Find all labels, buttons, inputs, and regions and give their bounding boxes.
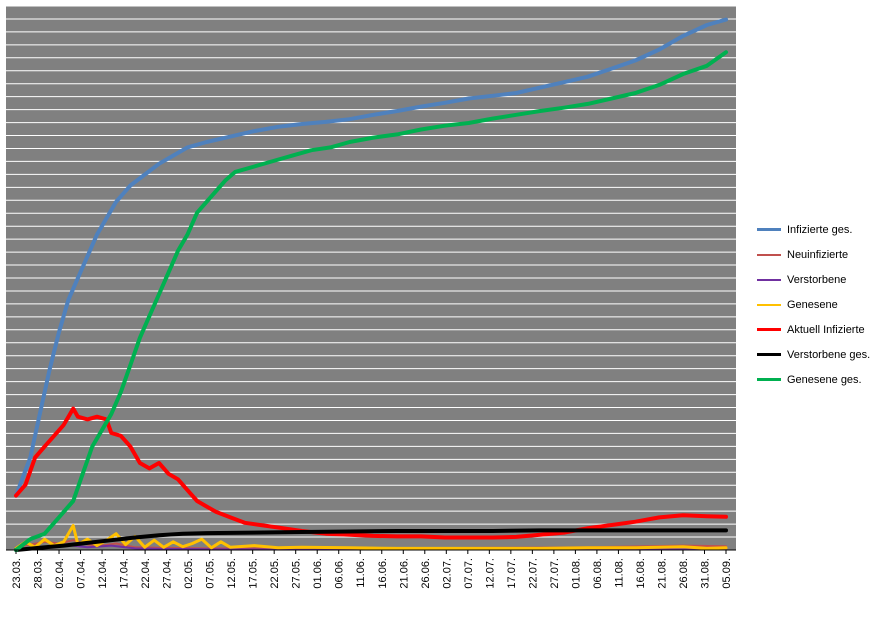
- legend-swatch: [757, 253, 781, 256]
- x-tick-label: 26.06.: [420, 558, 432, 589]
- x-tick-label: 07.05.: [205, 558, 217, 589]
- legend-item: Genesene ges.: [757, 367, 882, 392]
- legend-item: Verstorbene: [757, 267, 882, 292]
- legend-item: Aktuell Infizierte: [757, 317, 882, 342]
- x-axis: 23.03. 28.03. 02.04. 07.04. 12.04. 17.04. 22.0…: [6, 549, 736, 589]
- legend-item: Genesene: [757, 292, 882, 317]
- series-line-0: [14, 17, 728, 498]
- legend-label: Verstorbene: [787, 273, 847, 286]
- x-tick-label: 07.07.: [463, 558, 475, 589]
- series-lines: [14, 17, 728, 552]
- legend: Infizierte ges. Neuinfizierte Verstorbene G…: [757, 217, 882, 392]
- legend-swatch: [757, 228, 781, 231]
- series-line-3: [14, 524, 728, 550]
- legend-label: Aktuell Infizierte: [787, 323, 865, 336]
- series-line-4: [14, 406, 728, 540]
- x-tick-label: 17.04.: [119, 558, 131, 589]
- x-tick-label: 02.05.: [183, 558, 195, 589]
- x-tick-label: 27.05.: [291, 558, 303, 589]
- x-tick-label: 06.06.: [334, 558, 346, 589]
- legend-swatch: [757, 303, 781, 306]
- x-tick-label: 12.04.: [97, 558, 109, 589]
- legend-label: Neuinfizierte: [787, 248, 849, 261]
- x-tick-label: 27.04.: [162, 558, 174, 589]
- x-tick-label: 16.06.: [377, 558, 389, 589]
- series-line-6: [14, 50, 728, 552]
- x-tick-label: 21.08.: [656, 558, 668, 589]
- x-tick-label: 01.06.: [312, 558, 324, 589]
- x-tick-label: 26.08.: [678, 558, 690, 589]
- x-tick-label: 17.05.: [248, 558, 260, 589]
- x-tick-label: 22.05.: [269, 558, 281, 589]
- x-tick-label: 22.04.: [140, 558, 152, 589]
- legend-item: Neuinfizierte: [757, 242, 882, 267]
- legend-label: Infizierte ges.: [787, 223, 853, 236]
- legend-label: Genesene ges.: [787, 373, 862, 386]
- x-tick-label: 31.08.: [699, 558, 711, 589]
- x-tick-label: 11.08.: [613, 558, 625, 588]
- legend-label: Genesene: [787, 298, 838, 311]
- legend-swatch: [757, 278, 781, 281]
- series-line-5: [14, 528, 728, 552]
- legend-swatch: [757, 328, 781, 331]
- x-tick-label: 17.07.: [506, 558, 518, 589]
- legend-item: Verstorbene ges.: [757, 342, 882, 367]
- x-tick-label: 01.08.: [570, 558, 582, 589]
- legend-label: Verstorbene ges.: [787, 348, 871, 361]
- x-tick-label: 05.09.: [721, 558, 733, 589]
- x-tick-label: 16.08.: [635, 558, 647, 589]
- x-tick-label: 22.07.: [527, 558, 539, 589]
- legend-item: Infizierte ges.: [757, 217, 882, 242]
- gridlines: [6, 5, 736, 551]
- x-tick-label: 12.07.: [484, 558, 496, 589]
- x-tick-label: 02.07.: [441, 558, 453, 589]
- x-tick-label: 12.05.: [226, 558, 238, 589]
- x-tick-label: 27.07.: [549, 558, 561, 589]
- x-tick-label: 02.04.: [54, 558, 66, 589]
- x-tick-label: 23.03.: [11, 558, 23, 589]
- x-tick-label: 21.06.: [398, 558, 410, 589]
- legend-swatch: [757, 353, 781, 356]
- x-tick-label: 28.03.: [33, 558, 45, 589]
- x-tick-label: 06.08.: [592, 558, 604, 589]
- legend-swatch: [757, 378, 781, 381]
- x-tick-label: 11.06.: [355, 558, 367, 588]
- x-tick-label: 07.04.: [76, 558, 88, 589]
